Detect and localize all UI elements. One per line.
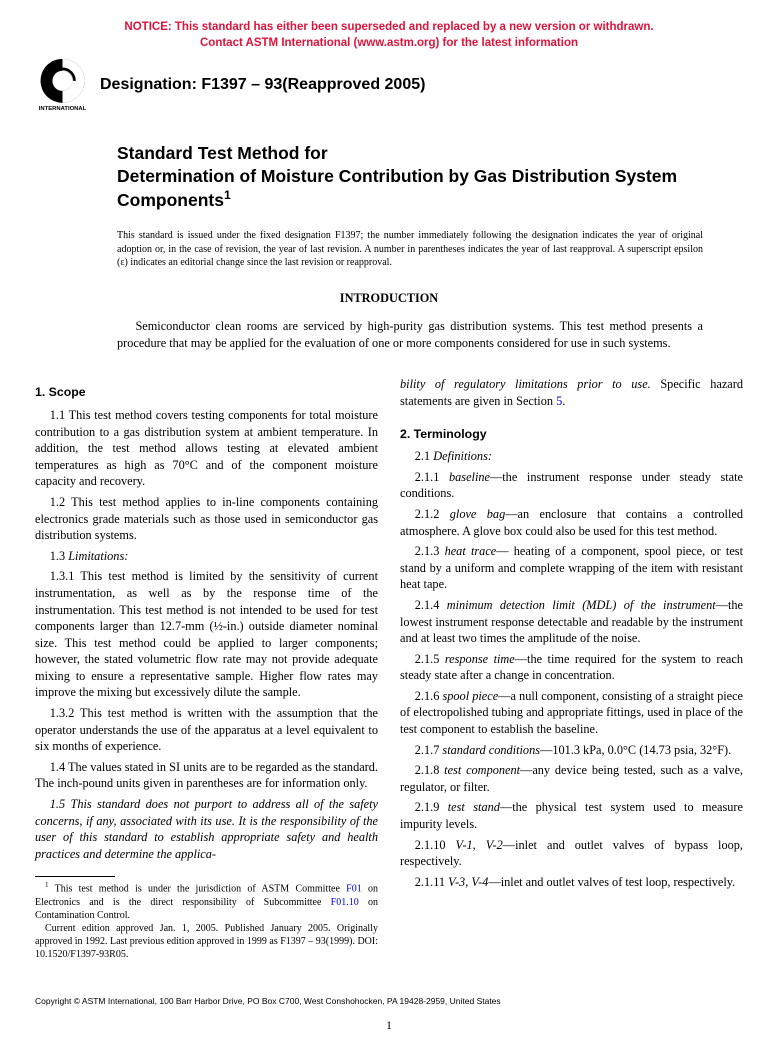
para-1-5-cont: bility of regulatory limitations prior t… [400,376,743,409]
link-f01[interactable]: F01 [346,884,362,895]
two-column-body: 1. Scope 1.1 This test method covers tes… [35,376,743,960]
issue-note: This standard is issued under the fixed … [117,229,703,270]
para-1-4: 1.4 The values stated in SI units are to… [35,759,378,792]
left-column: 1. Scope 1.1 This test method covers tes… [35,376,378,960]
para-2-1: 2.1 Definitions: [400,448,743,465]
designation: Designation: F1397 – 93(Reapproved 2005) [100,74,425,96]
para-1-3: 1.3 Limitations: [35,548,378,565]
copyright: Copyright © ASTM International, 100 Barr… [35,996,743,1007]
notice-line1: NOTICE: This standard has either been su… [124,21,653,33]
intro-heading: INTRODUCTION [35,290,743,307]
astm-logo-icon: INTERNATIONAL [35,57,90,112]
definition-item: 2.1.10 V-1, V-2—inlet and outlet valves … [400,837,743,870]
notice-line2: Contact ASTM International (www.astm.org… [200,37,578,49]
definition-item: 2.1.7 standard conditions—101.3 kPa, 0.0… [400,742,743,759]
para-1-1: 1.1 This test method covers testing comp… [35,407,378,490]
definition-item: 2.1.5 response time—the time required fo… [400,651,743,684]
link-f0110[interactable]: F01.10 [331,897,359,908]
page-number: 1 [35,1017,743,1033]
definition-item: 2.1.3 heat trace— heating of a component… [400,543,743,593]
notice-banner: NOTICE: This standard has either been su… [35,20,743,51]
definition-item: 2.1.6 spool piece—a null component, cons… [400,688,743,738]
definition-item: 2.1.8 test component—any device being te… [400,762,743,795]
definition-item: 2.1.1 baseline—the instrument response u… [400,469,743,502]
definition-item: 2.1.4 minimum detection limit (MDL) of t… [400,597,743,647]
definition-item: 2.1.9 test stand—the physical test syste… [400,799,743,832]
terminology-heading: 2. Terminology [400,426,743,443]
footnote-2: Current edition approved Jan. 1, 2005. P… [35,922,378,961]
title-line1: Standard Test Method for [117,142,743,165]
para-1-3-1: 1.3.1 This test method is limited by the… [35,568,378,701]
right-column: bility of regulatory limitations prior t… [400,376,743,960]
title-block: Standard Test Method for Determination o… [117,142,743,211]
para-1-2: 1.2 This test method applies to in-line … [35,494,378,544]
scope-heading: 1. Scope [35,384,378,401]
header-row: INTERNATIONAL Designation: F1397 – 93(Re… [35,57,743,112]
footnote-separator [35,876,115,877]
para-1-3-2: 1.3.2 This test method is written with t… [35,705,378,755]
definition-item: 2.1.2 glove bag—an enclosure that contai… [400,506,743,539]
footnote-1: 1 This test method is under the jurisdic… [35,881,378,921]
para-1-5: 1.5 This standard does not purport to ad… [35,796,378,862]
definition-item: 2.1.11 V-3, V-4—inlet and outlet valves … [400,874,743,891]
svg-text:INTERNATIONAL: INTERNATIONAL [39,106,87,112]
intro-text: Semiconductor clean rooms are serviced b… [117,318,703,351]
definitions-list: 2.1.1 baseline—the instrument response u… [400,469,743,891]
title-line2: Determination of Moisture Contribution b… [117,165,743,211]
